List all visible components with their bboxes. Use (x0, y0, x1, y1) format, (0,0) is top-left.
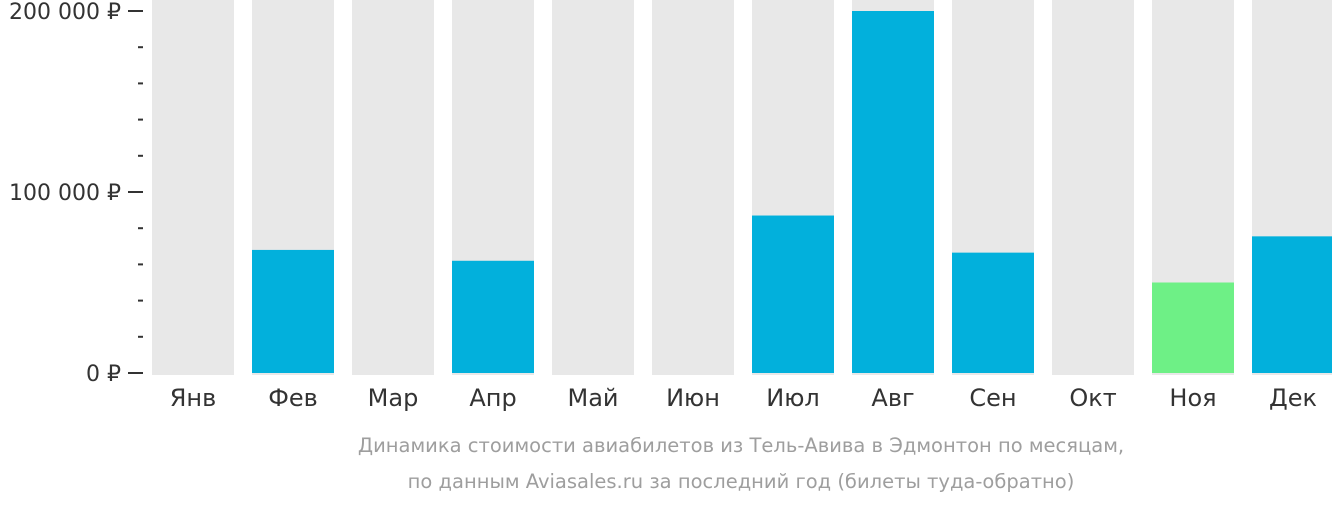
bar-11[interactable] (1152, 282, 1234, 374)
x-tick-label: Ноя (1169, 384, 1216, 412)
caption-line-2: по данным Aviasales.ru за последний год … (408, 470, 1075, 493)
x-axis: Янв Фев Мар Апр Май Июн Июл Авг Сен Окт Ноя Дек (170, 384, 1317, 412)
x-tick-label: Май (567, 384, 618, 412)
x-tick-label: Сен (969, 384, 1016, 412)
bar-7[interactable] (752, 215, 834, 373)
bar-9[interactable] (952, 252, 1034, 373)
caption-line-1: Динамика стоимости авиабилетов из Тель-А… (358, 434, 1124, 457)
x-tick-label: Дек (1269, 384, 1317, 412)
y-tick-label: 200 000 ₽ (9, 0, 121, 25)
chart-caption: Динамика стоимости авиабилетов из Тель-А… (358, 434, 1124, 493)
x-tick-label: Окт (1069, 384, 1116, 412)
x-tick-label: Мар (368, 384, 419, 412)
bar-2[interactable] (252, 249, 334, 373)
background-bar-3 (352, 0, 434, 375)
x-tick-label: Янв (170, 384, 217, 412)
y-axis: 0 ₽ 100 000 ₽ 200 000 ₽ (9, 0, 143, 387)
background-bar-5 (552, 0, 634, 375)
bar-12[interactable] (1252, 236, 1332, 373)
y-tick-label: 0 ₽ (86, 362, 121, 387)
bar-4[interactable] (452, 260, 534, 373)
y-tick-label: 100 000 ₽ (9, 181, 121, 206)
background-bar-1 (152, 0, 234, 375)
x-tick-label: Авг (871, 384, 914, 412)
x-tick-label: Фев (268, 384, 318, 412)
value-bars (252, 11, 1332, 373)
x-tick-label: Июн (666, 384, 720, 412)
x-tick-label: Апр (469, 384, 516, 412)
background-bar-10 (1052, 0, 1134, 375)
background-bar-6 (652, 0, 734, 375)
bar-8[interactable] (852, 11, 934, 373)
x-tick-label: Июл (766, 384, 820, 412)
